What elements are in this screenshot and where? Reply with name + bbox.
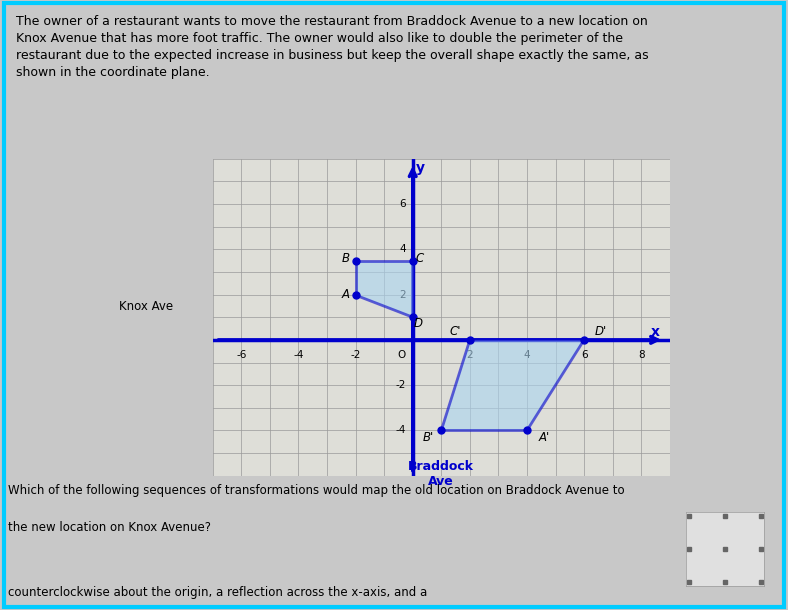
Text: C: C [416,252,424,265]
Text: x: x [651,325,660,339]
Text: the new location on Knox Avenue?: the new location on Knox Avenue? [8,521,211,534]
Text: -2: -2 [396,380,406,390]
Text: -6: -6 [236,350,247,360]
Text: -4: -4 [293,350,303,360]
Text: D': D' [595,325,608,339]
Text: The owner of a restaurant wants to move the restaurant from Braddock Avenue to a: The owner of a restaurant wants to move … [16,15,649,79]
Polygon shape [441,340,584,431]
Text: 6: 6 [581,350,587,360]
Text: Knox Ave: Knox Ave [119,300,173,314]
Text: A': A' [538,431,550,444]
Text: A: A [341,288,350,301]
Text: y: y [415,160,425,174]
Text: 2: 2 [466,350,473,360]
Text: B': B' [423,431,434,444]
Text: B: B [341,252,350,265]
Text: 8: 8 [638,350,645,360]
Text: 4: 4 [524,350,530,360]
Text: -4: -4 [396,426,406,436]
Text: -2: -2 [351,350,361,360]
Text: 4: 4 [399,244,406,254]
Text: Which of the following sequences of transformations would map the old location o: Which of the following sequences of tran… [8,484,625,497]
Text: 6: 6 [399,199,406,209]
Text: counterclockwise about the origin, a reflection across the x-axis, and a: counterclockwise about the origin, a ref… [8,586,427,598]
Text: Braddock
Ave: Braddock Ave [408,460,474,488]
Text: C': C' [450,325,461,339]
Text: 2: 2 [399,290,406,300]
Text: D: D [414,317,423,331]
Text: O: O [397,350,406,360]
Polygon shape [355,260,413,317]
